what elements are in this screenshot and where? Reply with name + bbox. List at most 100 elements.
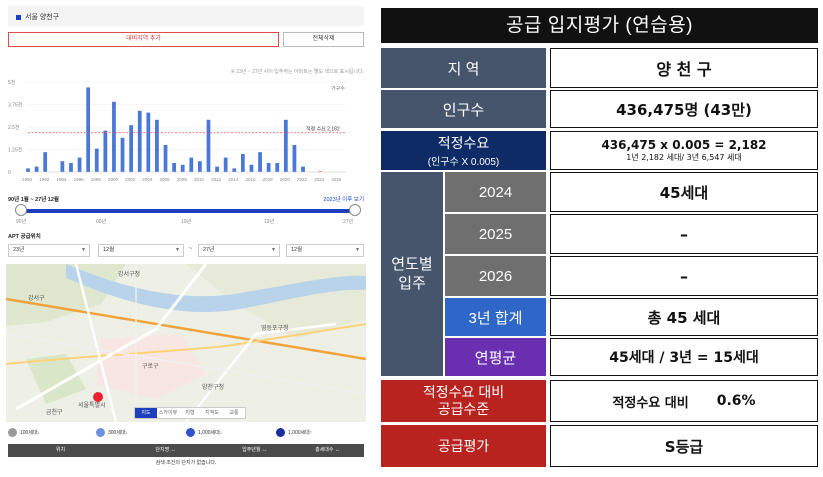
delete-all-button[interactable]: 전체삭제 (283, 32, 364, 47)
supply-level-label-line2: 공급수준 (437, 401, 490, 417)
tab-terrain[interactable]: 지형 (185, 410, 195, 416)
y-tick-label: 0 (8, 170, 11, 176)
pin-icon (8, 428, 17, 437)
tab-traffic[interactable]: 교통 (229, 410, 239, 416)
start-month-value: 12월 (103, 247, 115, 253)
supply-level-label: 적정수요 대비 공급수준 (381, 380, 546, 422)
year-2025-value: – (550, 214, 818, 254)
supply-level-value: 적정수요 대비 0.6% (550, 380, 818, 422)
end-year-select[interactable]: 27년 ▼ (198, 244, 280, 257)
supply-level-label-line1: 적정수요 대비 (422, 384, 505, 400)
chevron-down-icon: ▼ (81, 247, 86, 253)
chart-bar (283, 119, 288, 172)
legend-label: 300세대↓ (108, 430, 129, 436)
region-chip[interactable]: 서울 양천구 (8, 6, 364, 26)
map-marker[interactable] (93, 392, 103, 402)
chart-bar (292, 145, 297, 172)
col-move-in-date[interactable]: 입주년월 ↔ (242, 447, 267, 453)
chart-bar (275, 163, 280, 172)
slider-tick: 27년 (343, 219, 354, 225)
slider-tick: 10년 (181, 219, 192, 225)
three-year-total-value: 총 45 세대 (550, 298, 818, 336)
col-complex-name[interactable]: 단지명 ↔ (155, 447, 176, 453)
year-2024-value: 45세대 (550, 172, 818, 212)
table-empty-message: 검색 조건의 단지가 없습니다. (155, 460, 217, 466)
chart-bar (172, 163, 176, 172)
chart-bar (43, 152, 48, 172)
demand-value: 436,475 x 0.005 = 2,182 1년 2,182 세대/ 3년 … (550, 131, 818, 170)
chart-bar (240, 154, 245, 172)
end-month-select[interactable]: 12월 ▼ (286, 244, 364, 257)
chart-bar (266, 163, 271, 172)
chart-bar (258, 152, 262, 172)
three-year-total-label: 3년 합계 (445, 298, 546, 336)
population-label: 인구수 (381, 90, 546, 128)
end-month-value: 12월 (291, 247, 303, 253)
slider-tick: 00년 (96, 219, 107, 225)
x-tick-label: 2010 (194, 177, 205, 182)
y-tick-label: 5천 (8, 79, 16, 86)
map-label: 강서구청 (118, 270, 140, 278)
legend-item: 1,000세대↓ (186, 428, 222, 437)
x-tick-label: 2024 (314, 177, 325, 182)
chart-bar (206, 119, 211, 172)
chart-bar (215, 166, 219, 172)
period-slider-end-handle[interactable] (349, 204, 361, 216)
annual-average-label: 연평균 (445, 338, 546, 376)
chart-bar (60, 161, 65, 172)
chart-bar (86, 87, 91, 172)
x-tick-label: 2002 (125, 177, 136, 182)
x-tick-label: 1994 (56, 177, 67, 182)
chart-bar (112, 101, 116, 172)
start-year-select[interactable]: 23년 ▼ (8, 244, 90, 257)
legend-item: 100세대↓ (8, 428, 40, 437)
region-label: 지 역 (381, 48, 546, 88)
y-tick-label: 3.75천 (8, 102, 23, 109)
chart-bar (249, 164, 254, 172)
chart-bar (69, 163, 73, 172)
apt-table-header: 위치 단지명 ↔ 입주년월 ↔ 총세대수 ↔ (8, 444, 364, 457)
apt-supply-map[interactable]: 강서구청 영등포구청 강서구 양천구청 구로구 금천구 서울특별시 (6, 264, 366, 422)
x-tick-label: 2012 (211, 177, 222, 182)
map-canvas: 강서구청 영등포구청 강서구 양천구청 구로구 금천구 서울특별시 (6, 264, 366, 422)
period-slider-start-handle[interactable] (15, 204, 27, 216)
legend-label: 100세대↓ (20, 430, 41, 436)
region-value: 양 천 구 (550, 48, 818, 88)
map-label: 금천구 (46, 408, 63, 416)
demand-formula: 436,475 x 0.005 = 2,182 (601, 138, 767, 152)
tab-skyview[interactable]: 스카이뷰 (158, 410, 178, 416)
chevron-down-icon: ▼ (355, 247, 360, 253)
x-tick-label: 2000 (108, 177, 119, 182)
y-tick-label: 2.5천 (8, 124, 20, 131)
sheet-title: 공급 입지평가 (연습용) (381, 8, 818, 43)
col-total-households[interactable]: 총세대수 ↔ (315, 447, 340, 453)
chart-bar (26, 168, 30, 172)
year-2024-label: 2024 (445, 172, 546, 212)
chart-note: ※ 23년 ~ 27년 사이 입주하는 아파트는 별도 색으로 표시됩니다. (230, 69, 364, 75)
map-label: 영등포구청 (261, 324, 289, 332)
chart-bar (77, 157, 82, 172)
year-2026-value: – (550, 256, 818, 296)
supply-level-percent: 0.6% (716, 393, 756, 409)
col-location: 위치 (55, 447, 66, 453)
range-tilde: ~ (189, 246, 193, 252)
chevron-down-icon: ▼ (175, 247, 180, 253)
tab-map[interactable]: 지도 (135, 408, 157, 418)
population-value: 436,475명 (43만) (550, 90, 818, 128)
add-compare-region-button[interactable]: 대비지역 추가 (8, 32, 279, 47)
x-tick-label: 2008 (177, 177, 188, 182)
region-square-icon (16, 14, 21, 20)
pin-icon (186, 428, 195, 437)
period-slider-track[interactable] (19, 209, 356, 213)
x-tick-label: 1998 (91, 177, 102, 182)
map-label: 서울특별시 (78, 401, 106, 409)
demand-label-main: 적정수요 (437, 135, 490, 151)
start-year-value: 23년 (13, 247, 25, 253)
start-month-select[interactable]: 12월 ▼ (98, 244, 184, 257)
period-label: 90년 1월 ~ 27년 12월 (8, 197, 59, 203)
tab-cadastral[interactable]: 지적도 (205, 410, 219, 416)
x-tick-label: 2016 (245, 177, 256, 182)
period-after-2023-link[interactable]: 2023년 이후 보기 (323, 197, 364, 203)
legend-label: 1,000세대↓ (198, 430, 223, 436)
